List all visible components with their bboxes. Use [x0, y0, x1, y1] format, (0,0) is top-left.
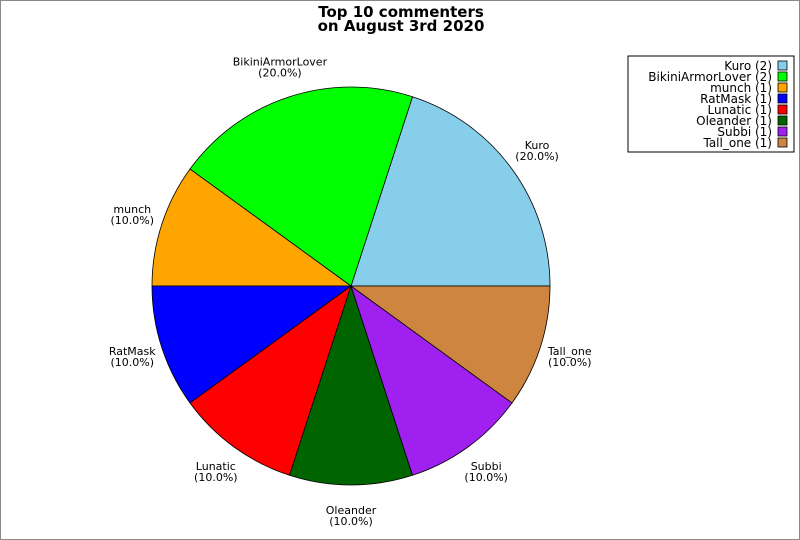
pie-slice-munch — [151, 168, 353, 287]
pie-slice-RatMask — [151, 285, 353, 404]
legend-swatch — [777, 126, 788, 137]
chart-title-line-2: on August 3rd 2020 — [318, 17, 485, 35]
pie-slice-Kuro — [350, 96, 551, 287]
pie-slice-Lunatic — [189, 284, 352, 476]
chart-title-line-1: Top 10 commenters — [318, 3, 484, 21]
legend-swatch — [777, 115, 788, 126]
pie-slice-Subbi — [350, 284, 513, 476]
slice-percent: (20.0%) — [515, 150, 559, 163]
slice-percent: (10.0%) — [548, 356, 592, 369]
slice-label: munch — [113, 203, 151, 216]
slice-percent: (10.0%) — [110, 356, 154, 369]
slice-label: BikiniArmorLover — [233, 55, 328, 68]
legend-entry: Lunatic (1) — [708, 103, 773, 117]
legend-swatch — [777, 137, 788, 148]
legend-entry: Kuro (2) — [724, 59, 772, 73]
legend-swatch — [777, 71, 788, 82]
legend-swatch — [777, 60, 788, 71]
slice-percent: (10.0%) — [464, 471, 508, 484]
pie-slice-Oleander — [289, 284, 413, 486]
legend-swatch — [777, 104, 788, 115]
legend-swatch — [777, 82, 788, 93]
slice-percent: (10.0%) — [110, 214, 154, 227]
legend-swatch — [777, 93, 788, 104]
pie-slice-BikiniArmorLover — [189, 86, 413, 287]
legend-entry: Tall_one (1) — [702, 136, 772, 150]
slice-percent: (20.0%) — [258, 66, 302, 79]
slice-label: Lunatic — [196, 460, 236, 473]
legend-entry: munch (1) — [710, 81, 772, 95]
legend-entry: Oleander (1) — [696, 114, 772, 128]
slice-label: RatMask — [109, 345, 156, 358]
slice-label: Kuro — [525, 139, 550, 152]
legend-entry: RatMask (1) — [700, 92, 772, 106]
slice-label: Subbi — [471, 460, 502, 473]
legend-entry: Subbi (1) — [717, 125, 772, 139]
slice-label: Oleander — [326, 504, 377, 517]
slice-label: Tall_one — [547, 345, 592, 358]
legend-box — [627, 55, 795, 153]
slice-percent: (10.0%) — [329, 515, 373, 528]
slice-percent: (10.0%) — [194, 471, 238, 484]
pie-slice-Tall_one — [349, 285, 551, 404]
legend-entry: BikiniArmorLover (2) — [648, 70, 772, 84]
